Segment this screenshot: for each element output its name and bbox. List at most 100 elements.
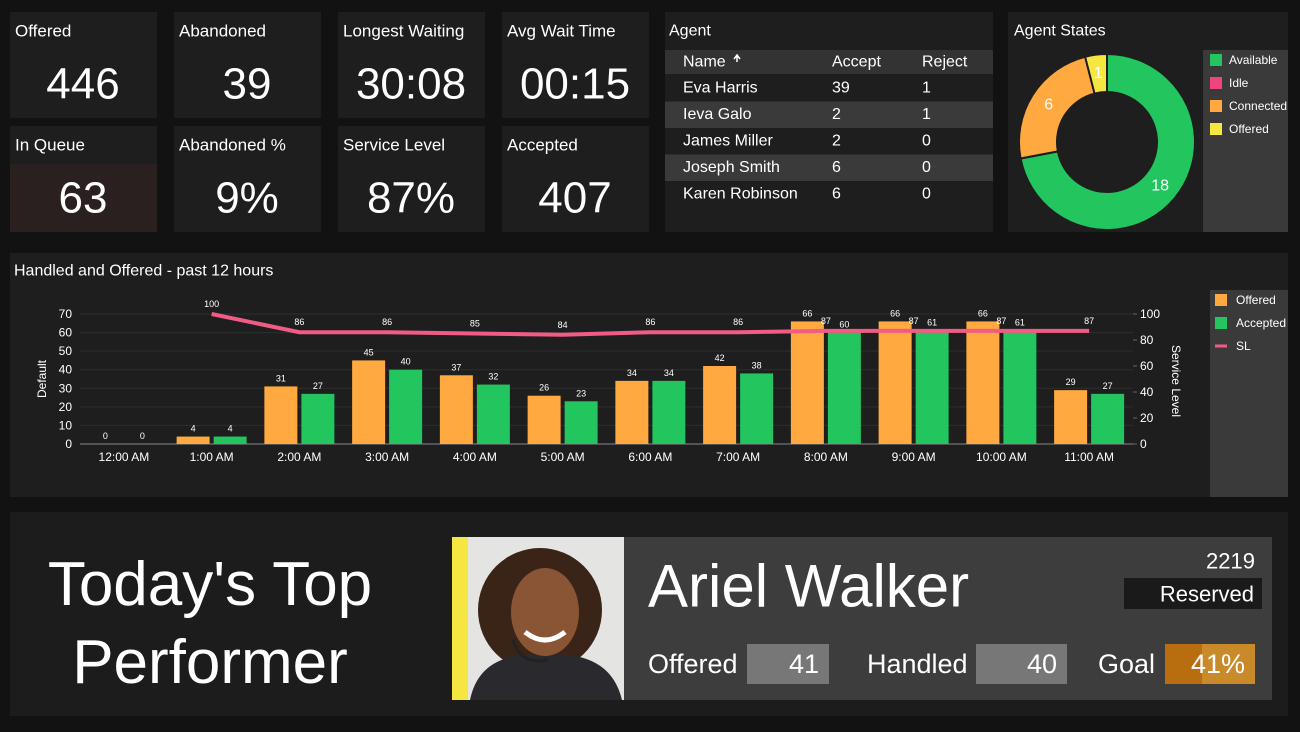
legend-swatch	[1210, 123, 1222, 135]
table-cell: 2	[832, 106, 841, 123]
bar-label: 61	[927, 318, 937, 328]
performer-status: Reserved	[1160, 582, 1254, 607]
table-cell: Ieva Galo	[683, 106, 752, 123]
tile-label: Longest Waiting	[343, 22, 464, 41]
tile	[174, 12, 321, 118]
tile-label: Service Level	[343, 136, 445, 155]
line-label: 86	[294, 317, 304, 327]
bar	[176, 436, 210, 444]
performer-photo	[468, 537, 624, 700]
stat-box	[747, 644, 829, 684]
bar	[966, 321, 1000, 444]
x-tick-label: 5:00 AM	[541, 450, 585, 464]
y-tick-label: 40	[59, 363, 73, 377]
tile-highlight	[10, 164, 157, 232]
table-cell: 1	[922, 80, 931, 97]
bar-label: 66	[802, 308, 812, 318]
line-label: 87	[909, 316, 919, 326]
stat-label: Goal	[1098, 649, 1155, 679]
bar	[790, 321, 824, 444]
bar	[439, 375, 473, 444]
performer-stripe	[452, 537, 468, 700]
bar	[615, 380, 649, 444]
bar-label: 31	[276, 373, 286, 383]
stat-label: Offered	[648, 649, 738, 679]
stat-box	[976, 644, 1067, 684]
legend-label: Accepted	[1236, 316, 1286, 330]
bar-label: 66	[890, 308, 900, 318]
x-tick-label: 3:00 AM	[365, 450, 409, 464]
stat-value: 41	[789, 649, 819, 679]
legend-swatch	[1210, 54, 1222, 66]
donut-title: Agent States	[1014, 23, 1106, 40]
bar-label: 34	[664, 368, 674, 378]
y2-axis-label: Service Level	[1169, 345, 1183, 417]
line-label: 87	[1084, 316, 1094, 326]
table-cell: 6	[832, 159, 841, 176]
stat-label: Handled	[867, 649, 968, 679]
tile-value: 00:15	[520, 60, 630, 109]
bar-label: 34	[627, 368, 637, 378]
bar-label: 32	[488, 372, 498, 382]
x-tick-label: 10:00 AM	[976, 450, 1027, 464]
tile-value: 446	[46, 60, 119, 109]
bar-label: 61	[1015, 318, 1025, 328]
table-cell: 2	[832, 133, 841, 150]
x-tick-label: 9:00 AM	[892, 450, 936, 464]
y-tick-label: 0	[65, 437, 72, 451]
legend-label: Offered	[1229, 122, 1269, 136]
tile-value: 87%	[367, 174, 455, 223]
table-cell: James Miller	[683, 133, 773, 150]
table-cell: 39	[832, 80, 850, 97]
legend-swatch	[1210, 100, 1222, 112]
legend-label: SL	[1236, 339, 1251, 353]
legend-label: Connected	[1229, 99, 1287, 113]
tile-value: 9%	[215, 174, 279, 223]
bar-label: 40	[401, 357, 411, 367]
legend-label: Offered	[1236, 293, 1276, 307]
bar-label: 60	[839, 320, 849, 330]
sort-arrow	[733, 53, 741, 62]
y2-tick-label: 20	[1140, 411, 1154, 425]
bar-label: 29	[1066, 377, 1076, 387]
tile-label: Offered	[15, 22, 71, 41]
bar	[915, 330, 949, 444]
top-performer-title: Today's Top Performer	[47, 550, 373, 697]
legend-swatch	[1215, 317, 1227, 329]
chart-panel	[10, 253, 1288, 497]
tile-label: Avg Wait Time	[507, 22, 616, 41]
y-tick-label: 60	[59, 326, 73, 340]
line-label: 84	[558, 320, 568, 330]
donut-label: 6	[1044, 97, 1053, 114]
bar	[703, 366, 737, 444]
bar-label: 37	[451, 362, 461, 372]
performer-id: 2219	[1206, 549, 1255, 574]
tile-value: 407	[538, 174, 611, 223]
bar	[564, 401, 598, 444]
line-label: 86	[733, 317, 743, 327]
bar	[476, 384, 510, 444]
table-cell: 6	[832, 186, 841, 203]
line-label: 85	[470, 319, 480, 329]
column-header: Accept	[832, 54, 881, 71]
chart-title: Handled and Offered - past 12 hours	[14, 263, 273, 280]
table-cell: 0	[922, 186, 931, 203]
bar	[1003, 330, 1037, 444]
bar	[527, 395, 561, 444]
x-tick-label: 12:00 AM	[99, 450, 150, 464]
y2-tick-label: 60	[1140, 359, 1154, 373]
legend-label: Idle	[1229, 76, 1249, 90]
x-tick-label: 6:00 AM	[628, 450, 672, 464]
legend-swatch	[1210, 77, 1222, 89]
line-label: 86	[382, 317, 392, 327]
x-tick-label: 8:00 AM	[804, 450, 848, 464]
tile	[10, 12, 157, 118]
status-box	[1124, 578, 1262, 609]
y2-tick-label: 0	[1140, 437, 1147, 451]
bar-label: 27	[313, 381, 323, 391]
x-tick-label: 1:00 AM	[190, 450, 234, 464]
line-label: 86	[645, 317, 655, 327]
bar-label: 38	[752, 360, 762, 370]
bar	[301, 393, 335, 444]
